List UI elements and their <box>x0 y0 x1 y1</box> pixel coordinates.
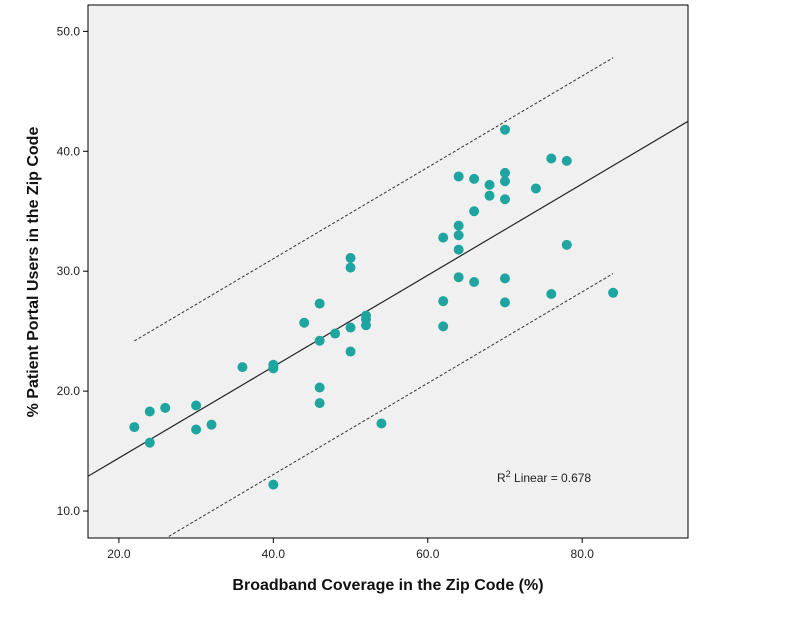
data-point <box>608 287 619 298</box>
data-point <box>469 206 480 217</box>
data-point <box>499 124 510 135</box>
y-tick-label: 20.0 <box>57 384 81 398</box>
data-point <box>345 253 356 264</box>
data-point <box>360 320 371 331</box>
data-point <box>484 179 495 190</box>
data-point <box>191 424 202 435</box>
data-point <box>345 322 356 333</box>
data-point <box>376 418 387 429</box>
x-tick-label: 40.0 <box>262 547 286 561</box>
upper-interval-line <box>134 57 614 342</box>
data-point <box>453 272 464 283</box>
y-tick-label: 40.0 <box>57 144 81 158</box>
y-axis: 10.0 20.0 30.0 40.0 50.0 <box>57 24 88 518</box>
data-point <box>561 239 572 250</box>
data-point <box>237 362 248 373</box>
data-point <box>268 363 279 374</box>
data-point <box>299 317 310 328</box>
data-point <box>314 335 325 346</box>
data-point <box>314 298 325 309</box>
data-point <box>345 346 356 357</box>
x-axis: 20.0 40.0 60.0 80.0 <box>107 538 594 561</box>
data-point <box>438 232 449 243</box>
regression-line <box>88 120 688 477</box>
lower-interval-line <box>165 273 614 538</box>
data-point <box>438 321 449 332</box>
data-point <box>330 328 341 339</box>
data-point <box>530 183 541 194</box>
data-point <box>453 230 464 241</box>
data-point <box>453 171 464 182</box>
data-point <box>160 402 171 413</box>
data-point <box>484 190 495 201</box>
y-tick-label: 30.0 <box>57 264 81 278</box>
r-squared-annotation: R2 Linear = 0.678 <box>497 469 591 485</box>
data-point <box>314 398 325 409</box>
x-tick-label: 80.0 <box>571 547 595 561</box>
plot-area <box>87 4 689 539</box>
data-point <box>191 400 202 411</box>
data-point <box>469 173 480 184</box>
x-axis-label: Broadband Coverage in the Zip Code (%) <box>232 577 543 594</box>
y-tick-label: 10.0 <box>57 504 81 518</box>
y-tick-label: 50.0 <box>57 24 81 38</box>
data-point <box>499 297 510 308</box>
data-points <box>129 124 619 490</box>
fit-lines <box>88 57 688 538</box>
data-point <box>453 220 464 231</box>
data-point <box>499 194 510 205</box>
data-point <box>438 296 449 307</box>
data-point <box>499 176 510 187</box>
data-point <box>453 244 464 255</box>
data-point <box>144 437 155 448</box>
data-point <box>129 422 140 433</box>
data-point <box>206 419 217 430</box>
data-point <box>314 382 325 393</box>
data-point <box>561 155 572 166</box>
data-point <box>345 262 356 273</box>
data-point <box>469 276 480 287</box>
x-tick-label: 60.0 <box>416 547 440 561</box>
data-point <box>546 288 557 299</box>
data-point <box>499 167 510 178</box>
data-point <box>546 153 557 164</box>
x-tick-label: 20.0 <box>107 547 131 561</box>
data-point <box>268 479 279 490</box>
y-axis-label: % Patient Portal Users in the Zip Code <box>25 127 42 418</box>
data-point <box>144 406 155 417</box>
data-point <box>499 273 510 284</box>
